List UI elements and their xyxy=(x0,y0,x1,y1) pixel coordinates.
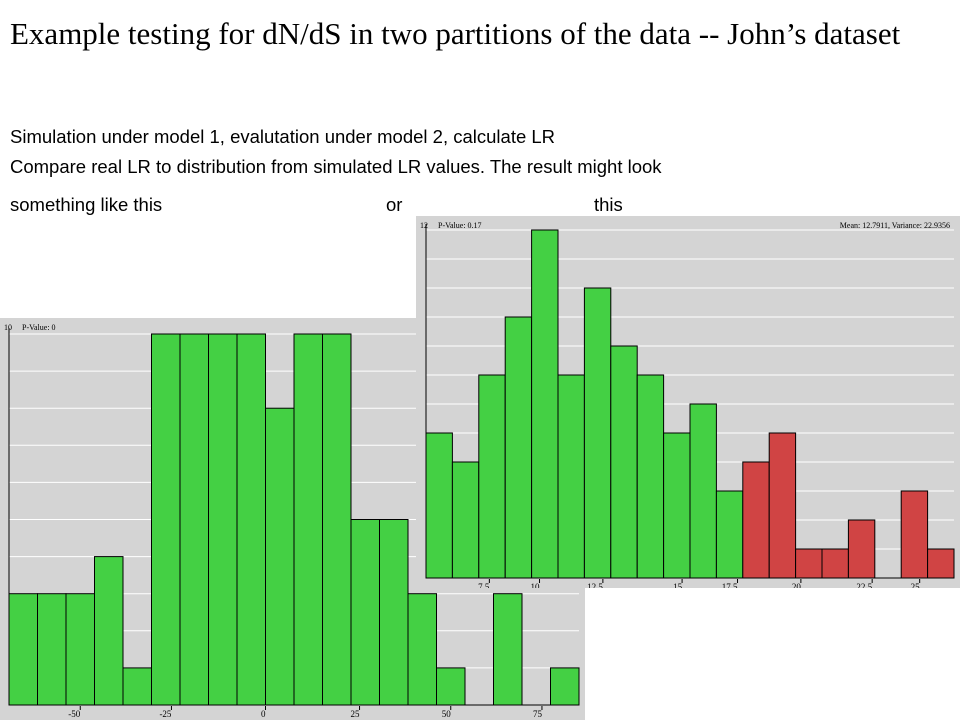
description-line-3a: something like this xyxy=(10,194,163,215)
histogram-bar xyxy=(504,316,533,579)
x-tick-label: 0 xyxy=(261,709,266,719)
x-tick-label: 15 xyxy=(673,582,683,588)
x-tick-label: 10 xyxy=(531,582,541,588)
x-tick-label: 22.5 xyxy=(856,582,872,588)
histogram-bar xyxy=(795,548,823,579)
x-tick-label: 25 xyxy=(351,709,361,719)
histogram-bar xyxy=(742,461,770,579)
description-line-2: Compare real LR to distribution from sim… xyxy=(10,156,662,177)
histogram-bar xyxy=(550,667,580,706)
histogram-bar xyxy=(900,490,929,579)
histogram-bar xyxy=(65,593,95,706)
x-tick-label: 20 xyxy=(792,582,802,588)
y-max-label: 10 xyxy=(4,323,12,332)
histogram-bar xyxy=(293,333,323,706)
x-tick-label: 12.5 xyxy=(587,582,603,588)
x-tick-label: 75 xyxy=(533,709,543,719)
histogram-bar xyxy=(407,593,437,706)
description-line-1: Simulation under model 1, evalutation un… xyxy=(10,126,556,147)
slide-title: Example testing for dN/dS in two partiti… xyxy=(10,16,901,51)
histogram-bar xyxy=(768,432,797,579)
histogram-bar xyxy=(8,593,38,706)
p-value-label: P-Value: 0 xyxy=(22,323,56,332)
histogram-bar xyxy=(122,667,152,706)
stats-label: Mean: 12.7911, Variance: 22.9356 xyxy=(840,221,950,230)
description-line-3c: this xyxy=(594,194,623,215)
histogram-1-svg: -50 -25 0 25 50 75 10 P-Value: 0 xyxy=(4,323,580,719)
histogram-bar xyxy=(636,374,665,579)
histogram-bar xyxy=(583,287,612,579)
histogram-bar xyxy=(927,548,955,579)
histogram-bar xyxy=(493,593,523,706)
histogram-bar xyxy=(236,333,266,706)
x-tick-label: 25 xyxy=(911,582,921,588)
histogram-bar xyxy=(436,667,466,706)
p-value-label: P-Value: 0.17 xyxy=(438,221,482,230)
histogram-bar xyxy=(350,519,380,706)
histogram-bar xyxy=(151,333,181,706)
histogram-bar xyxy=(478,374,506,579)
histogram-bar xyxy=(821,548,849,579)
x-tick-label: -25 xyxy=(159,709,171,719)
x-tick-label: 17.5 xyxy=(722,582,738,588)
histogram-bar xyxy=(610,345,638,579)
histogram-bar xyxy=(663,432,691,579)
histogram-bar xyxy=(379,519,409,706)
x-tick-label: 50 xyxy=(442,709,452,719)
histogram-bar xyxy=(451,461,480,579)
histogram-bar xyxy=(557,374,585,579)
x-tick-label: 7.5 xyxy=(478,582,490,588)
histogram-bar xyxy=(94,556,124,706)
histogram-simulated-lr-2: 7.5 10 12.5 15 17.5 20 22.5 25 12 P-Value: 0.17 Me… xyxy=(416,216,960,588)
histogram-2-svg: 7.5 10 12.5 15 17.5 20 22.5 25 12 P-Value: 0.17 Me… xyxy=(420,221,955,588)
histogram-bar xyxy=(322,333,352,706)
x-tick-label: -50 xyxy=(68,709,80,719)
description-line-3b: or xyxy=(386,194,403,215)
histogram-bar xyxy=(37,593,67,706)
histogram-bar xyxy=(689,403,717,579)
histogram-bar xyxy=(531,229,559,579)
histogram-bar xyxy=(425,432,453,579)
histogram-bar xyxy=(179,333,209,706)
histogram-bar xyxy=(265,407,295,706)
histogram-bar xyxy=(208,333,238,706)
histogram-bar xyxy=(847,519,876,579)
y-max-label: 12 xyxy=(420,221,428,230)
histogram-bar xyxy=(715,490,744,579)
